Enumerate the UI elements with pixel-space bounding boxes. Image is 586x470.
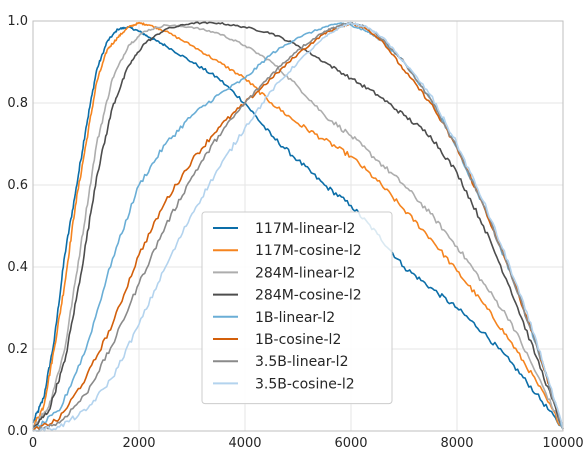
- legend-label-3: 284M-cosine-l2: [255, 288, 362, 304]
- legend-label-6: 3.5B-linear-l2: [255, 354, 348, 370]
- x-tick-label: 6000: [334, 436, 367, 451]
- axes: 0 2000 4000 6000 8000 10000 0.0 0.2 0.4 0.6 0.8 1.0: [7, 14, 583, 451]
- legend-label-4: 1B-linear-l2: [255, 310, 335, 326]
- y-tick-label: 0.4: [7, 260, 28, 275]
- x-tick-label: 2000: [122, 436, 155, 451]
- series-line-7: [32, 21, 564, 432]
- series-line-2: [32, 24, 564, 430]
- series-line-6: [32, 21, 564, 432]
- y-tick-label: 0.8: [7, 96, 28, 111]
- y-tick-label: 0.2: [7, 342, 28, 357]
- legend-label-2: 284M-linear-l2: [255, 265, 355, 281]
- series-group: [32, 21, 564, 432]
- x-tick-label: 0: [29, 436, 37, 451]
- x-tick-label: 8000: [440, 436, 473, 451]
- series-line-3: [32, 21, 564, 430]
- legend-label-1: 117M-cosine-l2: [255, 243, 362, 259]
- y-tick-label: 0.0: [7, 424, 28, 439]
- y-tick-label: 1.0: [7, 14, 28, 29]
- series-line-1: [32, 21, 564, 430]
- legend-label-7: 3.5B-cosine-l2: [255, 376, 355, 392]
- series-line-0: [32, 26, 564, 430]
- x-tick-label: 10000: [542, 436, 583, 451]
- legend-label-0: 117M-linear-l2: [255, 221, 355, 237]
- legend-box: [201, 211, 393, 405]
- x-tick-label: 4000: [228, 436, 261, 451]
- legend: 117M-linear-l2 117M-cosine-l2 284M-linear-…: [201, 211, 393, 405]
- legend-label-5: 1B-cosine-l2: [255, 332, 341, 348]
- y-tick-label: 0.6: [7, 178, 28, 193]
- plot-frame: [32, 20, 564, 432]
